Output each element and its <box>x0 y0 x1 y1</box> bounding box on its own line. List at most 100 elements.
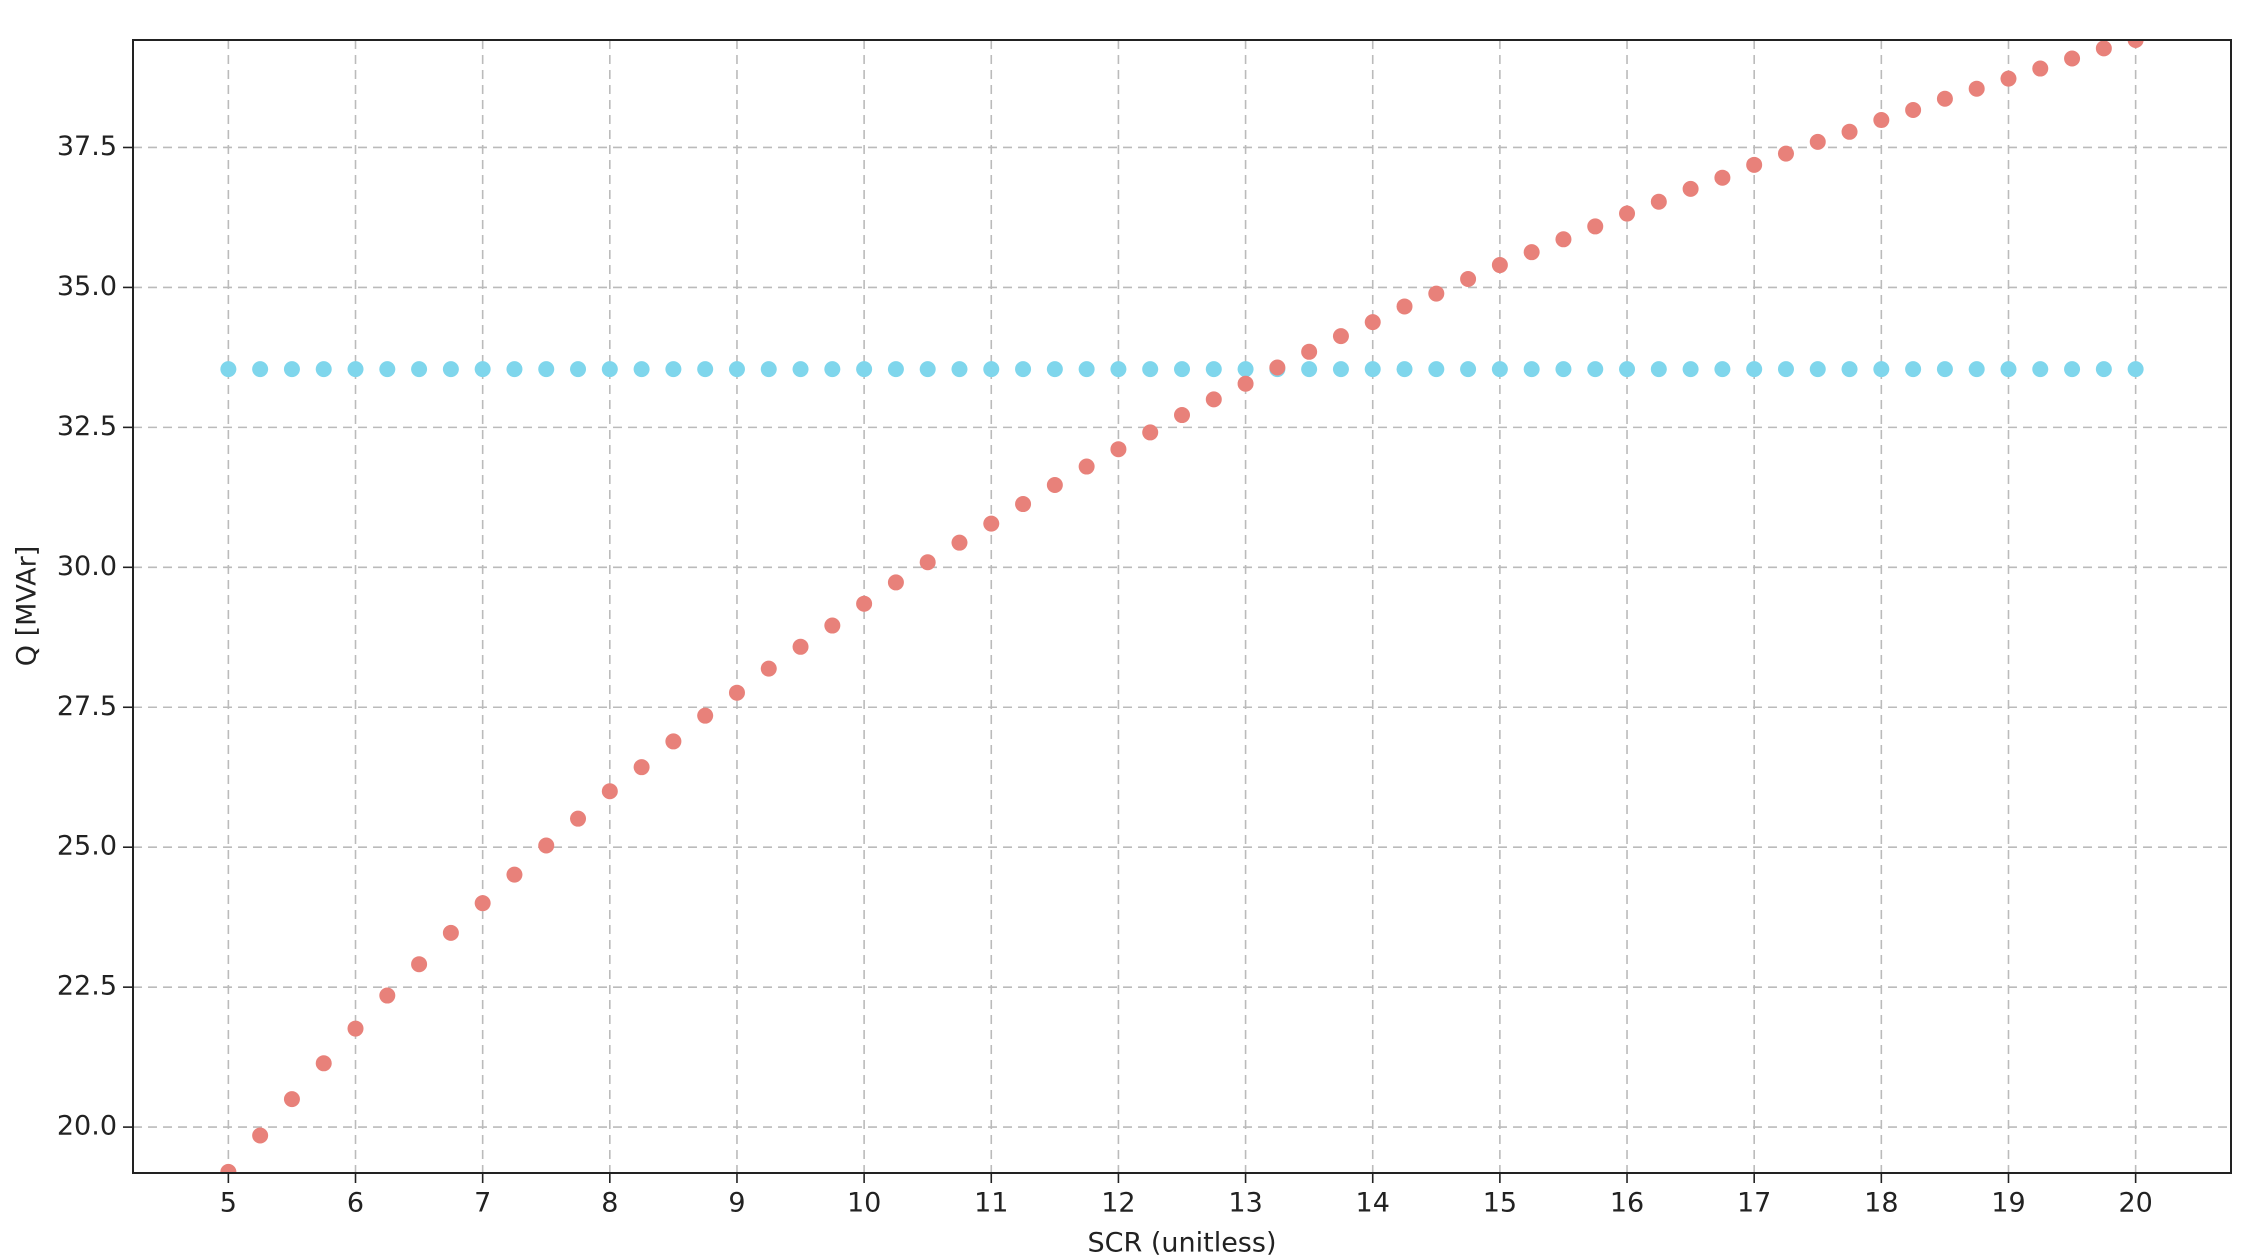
point <box>633 759 650 776</box>
y-tick-label: 22.5 <box>57 971 117 1002</box>
point <box>315 1055 332 1072</box>
point <box>315 361 332 378</box>
point <box>442 924 459 941</box>
y-tick-label: 32.5 <box>57 411 117 442</box>
point <box>506 361 523 378</box>
point <box>379 361 396 378</box>
point <box>951 361 968 378</box>
x-axis-label: SCR (unitless) <box>1088 1228 1277 1259</box>
y-tick-label: 27.5 <box>57 691 117 722</box>
point <box>442 361 459 378</box>
point <box>951 534 968 551</box>
point <box>1682 180 1699 197</box>
point <box>1078 458 1095 475</box>
point <box>1714 361 1731 378</box>
point <box>1777 361 1794 378</box>
point <box>1428 285 1445 302</box>
point <box>824 361 841 378</box>
point <box>919 554 936 571</box>
point <box>570 361 587 378</box>
x-tick-label: 5 <box>220 1188 237 1219</box>
point <box>1174 407 1190 424</box>
point <box>1396 298 1413 315</box>
y-tick-label: 37.5 <box>57 131 117 162</box>
point <box>665 733 682 750</box>
plot-frame <box>132 39 2232 1174</box>
point <box>665 361 682 378</box>
point <box>1650 361 1667 378</box>
point <box>1301 361 1318 378</box>
point <box>1619 205 1636 222</box>
point <box>252 1127 269 1144</box>
point <box>601 783 618 800</box>
point <box>538 361 555 378</box>
point <box>1015 496 1032 513</box>
point <box>697 707 714 724</box>
x-tick-label: 18 <box>1864 1188 1898 1219</box>
point <box>1460 361 1477 378</box>
point <box>1301 343 1318 360</box>
point <box>2095 40 2112 57</box>
point <box>1746 156 1763 173</box>
point <box>474 895 491 912</box>
point <box>1491 361 1508 378</box>
point <box>2032 361 2049 378</box>
point <box>474 361 491 378</box>
x-tick-label: 12 <box>1101 1188 1135 1219</box>
point <box>2095 361 2112 378</box>
point <box>728 684 745 701</box>
point <box>1428 361 1445 378</box>
point <box>983 361 1000 378</box>
point <box>1809 361 1826 378</box>
point <box>1587 361 1604 378</box>
point <box>1841 361 1858 378</box>
point <box>1714 169 1731 186</box>
point <box>1078 361 1095 378</box>
point <box>1555 231 1572 248</box>
x-tick-label: 11 <box>974 1188 1008 1219</box>
point <box>697 361 714 378</box>
point <box>792 361 809 378</box>
x-tick-label: 14 <box>1356 1188 1390 1219</box>
point <box>506 866 523 883</box>
point <box>1905 101 1922 118</box>
point <box>411 361 428 378</box>
point <box>824 617 841 634</box>
point <box>760 361 777 378</box>
point <box>220 361 237 378</box>
x-tick-label: 9 <box>728 1188 745 1219</box>
x-tick-label: 15 <box>1483 1188 1517 1219</box>
point <box>1682 361 1699 378</box>
point <box>1650 193 1667 210</box>
point <box>538 837 555 854</box>
point <box>2032 60 2049 77</box>
point <box>1936 90 1953 107</box>
point <box>1968 80 1985 97</box>
point <box>283 1091 300 1108</box>
point <box>1555 361 1572 378</box>
x-tick-label: 13 <box>1228 1188 1262 1219</box>
point <box>1619 361 1636 378</box>
point <box>856 595 873 612</box>
point <box>283 361 300 378</box>
point <box>1491 257 1508 274</box>
point <box>1332 361 1349 378</box>
point <box>570 810 587 827</box>
x-tick-label: 20 <box>2118 1188 2152 1219</box>
point <box>1142 361 1159 378</box>
point <box>1396 361 1413 378</box>
point <box>2127 40 2144 48</box>
point <box>633 361 650 378</box>
point <box>2064 50 2081 67</box>
x-tick-label: 16 <box>1610 1188 1644 1219</box>
point <box>2064 361 2081 378</box>
point <box>1746 361 1763 378</box>
point <box>1873 361 1890 378</box>
point <box>1460 271 1477 288</box>
point <box>220 1163 237 1173</box>
point <box>1364 314 1381 331</box>
point <box>1174 361 1190 378</box>
point <box>347 1020 364 1037</box>
point <box>1905 361 1922 378</box>
